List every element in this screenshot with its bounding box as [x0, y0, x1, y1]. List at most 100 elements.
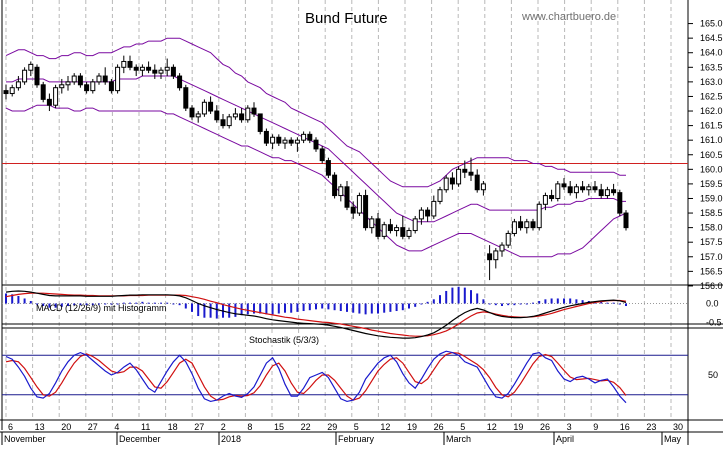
- price-tick-label-17: 164.5: [700, 33, 723, 43]
- macd-histogram-bar-48: [302, 303, 305, 312]
- month-label-4: March: [446, 434, 471, 444]
- macd-histogram-bar-22: [141, 301, 144, 304]
- month-label-3: February: [338, 434, 375, 444]
- month-label-2: 2018: [221, 434, 241, 444]
- macd-histogram-bar-15: [98, 303, 100, 305]
- candle-body-24: [152, 69, 158, 74]
- candle-body-11: [71, 75, 77, 83]
- candle-54: [338, 183, 344, 202]
- candle-body-6: [40, 84, 46, 100]
- price-tick-label-11: 161.5: [700, 121, 723, 131]
- day-label-2: 20: [61, 422, 71, 432]
- candle-body-41: [257, 113, 263, 132]
- macd-histogram-bar-65: [408, 303, 410, 309]
- candle-31: [195, 111, 201, 123]
- macd-histogram-bar-76: [476, 293, 479, 304]
- macd-histogram-bar-42: [265, 303, 268, 315]
- candle-85: [530, 218, 536, 231]
- candle-body-0: [3, 90, 9, 95]
- candle-6: [40, 81, 46, 103]
- candle-body-8: [53, 87, 59, 106]
- candle-body-59: [369, 218, 375, 229]
- candle-body-14: [90, 81, 96, 92]
- candle-body-75: [468, 171, 474, 176]
- candle-body-83: [518, 221, 524, 229]
- candle-83: [518, 215, 524, 231]
- candle-51: [319, 146, 325, 164]
- macd-histogram-bar-39: [246, 303, 249, 315]
- candle-22: [139, 64, 145, 77]
- price-tick-label-4: 158.0: [700, 223, 723, 233]
- candle-62: [387, 218, 393, 234]
- candle-35: [220, 113, 226, 129]
- candle-24: [152, 64, 158, 79]
- candle-46: [288, 137, 294, 147]
- candle-23: [146, 61, 152, 74]
- candle-50: [313, 137, 319, 152]
- candle-21: [133, 64, 139, 77]
- candle-body-86: [536, 203, 542, 229]
- candle-78: [487, 245, 493, 281]
- candle-84: [524, 218, 530, 234]
- price-tick-label-7: 159.5: [700, 179, 723, 189]
- candle-86: [536, 201, 542, 231]
- candle-body-71: [443, 177, 449, 191]
- candle-14: [90, 78, 96, 94]
- candle-88: [549, 189, 555, 202]
- candle-10: [65, 76, 71, 91]
- candle-3: [22, 67, 28, 85]
- candle-body-65: [406, 230, 412, 237]
- candle-48: [301, 131, 307, 144]
- candle-34: [214, 105, 220, 123]
- candle-19: [121, 55, 127, 74]
- candle-body-53: [332, 174, 338, 197]
- macd-histogram-bar-53: [333, 303, 336, 311]
- candle-68: [425, 207, 431, 222]
- candle-body-69: [431, 200, 437, 217]
- candle-body-91: [567, 186, 573, 194]
- macd-histogram-bar-58: [364, 303, 367, 315]
- candle-body-60: [375, 218, 381, 237]
- macd-histogram-bar-4: [29, 300, 32, 304]
- candle-body-22: [139, 66, 145, 71]
- stochastic-panel: Stochastik (5/3/3) 50: [2, 334, 718, 404]
- macd-histogram-bar-68: [426, 301, 429, 304]
- candle-body-56: [350, 206, 356, 214]
- macd-histogram-bar-8: [54, 303, 57, 308]
- macd-histogram-bar-21: [135, 302, 138, 304]
- month-label-5: April: [556, 434, 574, 444]
- candle-41: [257, 113, 263, 135]
- candle-body-79: [493, 250, 499, 261]
- macd-histogram-bar-97: [606, 302, 609, 304]
- macd-histogram-bar-93: [581, 300, 584, 304]
- day-label-20: 26: [540, 422, 550, 432]
- day-label-11: 22: [301, 422, 311, 432]
- candle-42: [263, 128, 269, 147]
- candle-body-47: [294, 139, 300, 144]
- candle-body-49: [307, 133, 313, 141]
- candle-body-21: [133, 66, 139, 71]
- day-label-21: 3: [567, 422, 572, 432]
- candle-79: [493, 248, 499, 269]
- day-label-16: 26: [434, 422, 444, 432]
- candle-body-29: [183, 87, 189, 109]
- candle-body-81: [505, 232, 511, 246]
- macd-histogram-bar-18: [116, 303, 119, 305]
- candle-body-7: [46, 98, 52, 106]
- candle-body-25: [158, 69, 164, 74]
- macd-histogram-bar-57: [358, 303, 361, 314]
- candle-body-84: [524, 221, 530, 229]
- candle-body-35: [220, 119, 226, 127]
- candle-94: [586, 183, 592, 196]
- candle-body-30: [189, 107, 195, 118]
- macd-histogram-bar-32: [203, 303, 206, 318]
- candle-body-36: [226, 116, 232, 127]
- candle-1: [9, 84, 15, 97]
- candle-37: [232, 108, 238, 120]
- candle-2: [15, 76, 21, 91]
- price-tick-label-1: 156.5: [700, 266, 723, 276]
- candle-body-17: [108, 81, 114, 92]
- candle-99: [617, 189, 623, 216]
